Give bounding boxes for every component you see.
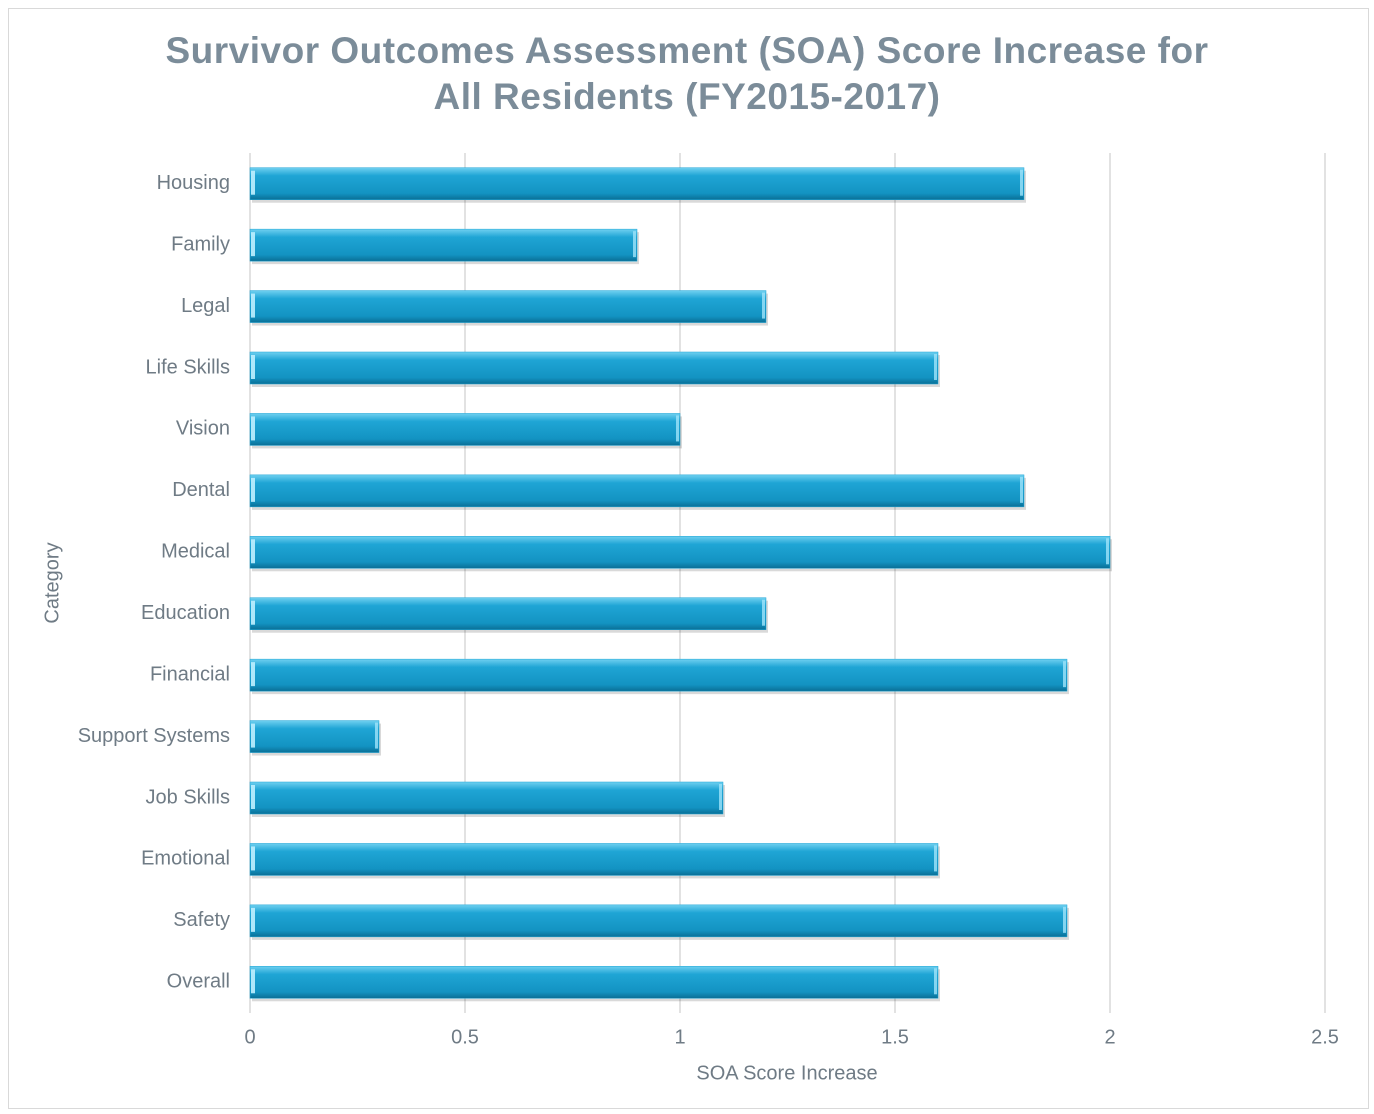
y-tick-label: Support Systems (78, 725, 230, 747)
bar-cap (1020, 476, 1023, 503)
x-axis-label: SOA Score Increase (696, 1062, 877, 1084)
bar-cap (1020, 169, 1023, 196)
bar-cap (934, 968, 937, 995)
bar-cap (251, 539, 255, 564)
y-tick-label: Overall (167, 971, 230, 993)
x-tick-label: 1 (674, 1026, 685, 1048)
y-axis-label: Category (41, 542, 63, 623)
bar-cap (251, 293, 255, 318)
bar-cap (251, 232, 255, 257)
bar (249, 228, 638, 262)
y-tick-label: Vision (176, 418, 230, 440)
bar-cap (251, 600, 255, 625)
bar (249, 720, 380, 753)
x-tick-label: 2.5 (1311, 1026, 1339, 1048)
bar-cap (719, 784, 722, 810)
x-tick-label: 2 (1104, 1026, 1115, 1048)
bar (249, 658, 1068, 692)
chart-border (8, 8, 1369, 1109)
bar (249, 413, 681, 446)
bar (249, 966, 939, 999)
bar-cap (934, 845, 937, 872)
y-tick-label: Life Skills (146, 356, 230, 378)
bar (249, 351, 939, 385)
bar-cap (1063, 906, 1066, 933)
y-tick-label: Medical (161, 541, 230, 563)
bar-cap (375, 722, 378, 749)
x-tick-label: 1.5 (881, 1026, 909, 1048)
bar-cap (251, 662, 255, 687)
y-tick-label: Safety (173, 909, 230, 931)
bar (249, 474, 1025, 508)
bar-cap (251, 785, 255, 809)
bar-cap (251, 907, 255, 932)
y-tick-label: Financial (150, 663, 230, 685)
y-tick-label: Dental (172, 479, 230, 501)
y-tick-label: Job Skills (146, 786, 230, 808)
bar-cap (251, 477, 255, 502)
y-tick-label: Emotional (141, 848, 230, 870)
y-tick-label: Legal (181, 295, 230, 317)
x-tick-label: 0 (244, 1026, 255, 1048)
bar (249, 904, 1068, 938)
bar (249, 781, 724, 815)
bar (249, 290, 767, 323)
bar-cap (762, 292, 765, 319)
bar-cap (251, 846, 255, 871)
bar (249, 597, 767, 630)
bar-cap (934, 354, 937, 380)
bar (249, 167, 1025, 200)
bar-cap (251, 723, 255, 748)
bar-cap (762, 599, 765, 626)
chart-title: Survivor Outcomes Assessment (SOA) Score… (165, 30, 1209, 117)
y-tick-label: Education (141, 602, 230, 624)
bar-cap (1063, 661, 1066, 688)
bar (249, 536, 1111, 569)
bar-cap (251, 170, 255, 195)
y-tick-label: Housing (157, 172, 230, 194)
y-tick-label: Family (171, 233, 230, 255)
bar-cap (1106, 538, 1109, 565)
bar-cap (251, 416, 255, 441)
bar (249, 843, 939, 876)
bar-cap (633, 231, 636, 258)
bar-cap (251, 355, 255, 379)
x-tick-label: 0.5 (451, 1026, 479, 1048)
bar-cap (676, 415, 679, 442)
bar-cap (251, 969, 255, 994)
